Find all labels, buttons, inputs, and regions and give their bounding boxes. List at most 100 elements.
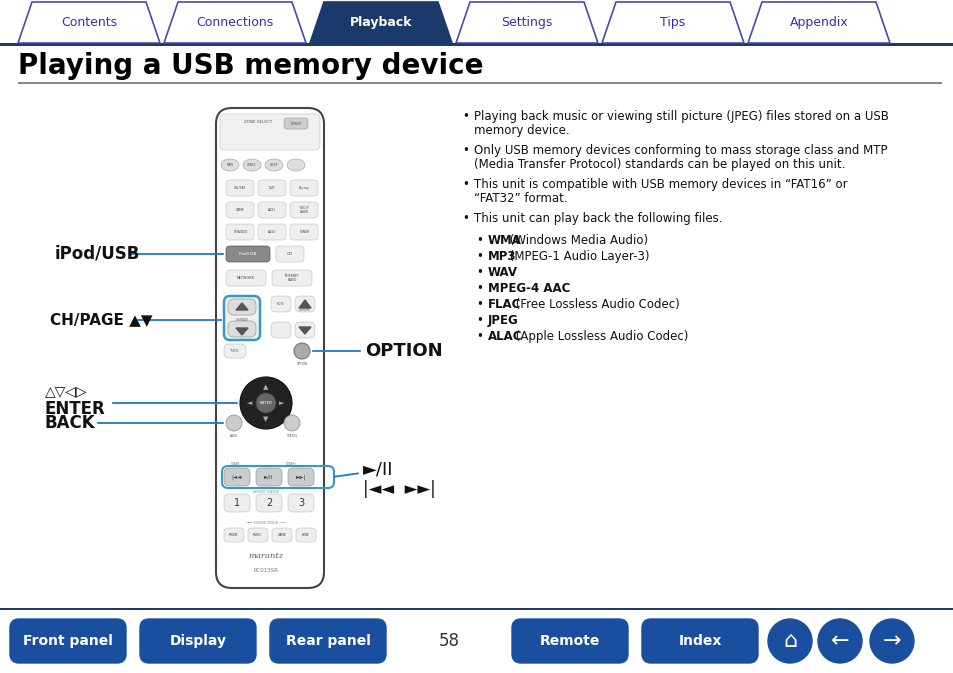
Text: OPTION: OPTION (365, 342, 442, 360)
Text: WAV: WAV (488, 266, 517, 279)
Text: (Free Lossless Audio Codec): (Free Lossless Audio Codec) (512, 298, 679, 311)
FancyBboxPatch shape (255, 494, 282, 512)
Text: NETWORK: NETWORK (236, 276, 254, 280)
Text: INTERNET
RADIO: INTERNET RADIO (284, 274, 299, 282)
FancyBboxPatch shape (224, 296, 260, 340)
Text: BACK: BACK (45, 414, 95, 432)
Text: marantz: marantz (248, 552, 283, 560)
Text: •: • (476, 234, 482, 247)
Text: ◄: ◄ (247, 400, 253, 406)
FancyBboxPatch shape (224, 344, 246, 358)
Text: ►/II: ►/II (264, 474, 274, 479)
Text: iPod/USB: iPod/USB (55, 245, 140, 263)
Ellipse shape (265, 159, 283, 171)
FancyBboxPatch shape (290, 180, 317, 196)
Text: •: • (476, 298, 482, 311)
Text: Display: Display (170, 634, 226, 648)
Text: AUX2: AUX2 (268, 230, 275, 234)
Text: ZONE2: ZONE2 (247, 163, 256, 167)
FancyBboxPatch shape (228, 321, 255, 337)
Text: •: • (476, 314, 482, 327)
Bar (0, 43, 953, 46)
Ellipse shape (221, 159, 239, 171)
Text: TV/AUDIO: TV/AUDIO (233, 230, 247, 234)
Text: MOVIE: MOVIE (229, 533, 238, 537)
Text: •: • (461, 144, 468, 157)
FancyBboxPatch shape (284, 118, 308, 129)
FancyBboxPatch shape (257, 180, 286, 196)
Ellipse shape (287, 159, 305, 171)
Bar (0, 608, 953, 610)
Circle shape (817, 619, 862, 663)
Text: ►►|: ►►| (295, 474, 306, 480)
Text: Blu-ray: Blu-ray (298, 186, 309, 190)
Text: ─── SOUND MODE ───: ─── SOUND MODE ─── (246, 521, 286, 525)
Text: TUNER+: TUNER+ (286, 462, 297, 466)
Text: Playing back music or viewing still picture (JPEG) files stored on a USB: Playing back music or viewing still pict… (474, 110, 888, 123)
FancyBboxPatch shape (224, 494, 250, 512)
Text: Front panel: Front panel (23, 634, 112, 648)
Text: WMA: WMA (488, 234, 521, 247)
Text: CH/PAGE ▲▼: CH/PAGE ▲▼ (50, 312, 152, 328)
Text: Only USB memory devices conforming to mass storage class and MTP: Only USB memory devices conforming to ma… (474, 144, 886, 157)
Text: •: • (461, 212, 468, 225)
Polygon shape (298, 300, 311, 308)
Text: RC013SR: RC013SR (253, 567, 278, 573)
Text: MP3: MP3 (488, 250, 516, 263)
FancyBboxPatch shape (294, 322, 314, 338)
FancyBboxPatch shape (215, 108, 324, 588)
Text: Connections: Connections (196, 16, 274, 29)
FancyBboxPatch shape (228, 299, 255, 315)
Text: •: • (461, 178, 468, 191)
Text: Contents: Contents (61, 16, 117, 29)
Text: This unit is compatible with USB memory devices in “FAT16” or: This unit is compatible with USB memory … (474, 178, 846, 191)
FancyBboxPatch shape (226, 246, 270, 262)
Text: iPod/USB: iPod/USB (238, 252, 257, 256)
Text: Index: Index (678, 634, 720, 648)
Text: MUSIC: MUSIC (253, 533, 262, 537)
Text: GAME: GAME (277, 533, 286, 537)
FancyBboxPatch shape (295, 528, 315, 542)
Text: Playback: Playback (350, 16, 412, 29)
FancyBboxPatch shape (224, 528, 244, 542)
FancyBboxPatch shape (288, 468, 314, 486)
Bar (18, 82, 941, 83)
Text: 58: 58 (438, 632, 459, 650)
Text: MED.P
LAYER: MED.P LAYER (299, 206, 309, 214)
Text: POWER: POWER (291, 122, 301, 126)
FancyBboxPatch shape (272, 528, 292, 542)
Text: 3: 3 (297, 498, 304, 508)
Text: INFO: INFO (231, 349, 239, 353)
FancyBboxPatch shape (257, 202, 286, 218)
Text: STATUS: STATUS (286, 434, 297, 438)
FancyBboxPatch shape (275, 246, 304, 262)
Text: Playing a USB memory device: Playing a USB memory device (18, 52, 483, 80)
FancyBboxPatch shape (641, 619, 758, 663)
Polygon shape (310, 2, 452, 43)
Text: Rear panel: Rear panel (285, 634, 370, 648)
Text: Remote: Remote (539, 634, 599, 648)
Text: CD: CD (287, 252, 293, 256)
Text: •: • (476, 330, 482, 343)
Text: TUNER: TUNER (298, 230, 309, 234)
Text: •: • (476, 266, 482, 279)
Text: ►: ► (279, 400, 284, 406)
Text: ENTER: ENTER (45, 400, 106, 418)
Text: •: • (476, 282, 482, 295)
FancyBboxPatch shape (290, 202, 317, 218)
FancyBboxPatch shape (224, 468, 250, 486)
Text: MUTE: MUTE (276, 302, 285, 306)
Text: →: → (882, 631, 901, 651)
Circle shape (294, 343, 310, 359)
Text: ►/II: ►/II (363, 460, 393, 478)
Polygon shape (18, 2, 160, 43)
Text: 2: 2 (266, 498, 272, 508)
FancyBboxPatch shape (226, 202, 253, 218)
Text: SLEEP: SLEEP (270, 163, 278, 167)
Polygon shape (235, 303, 248, 310)
Text: ALAC: ALAC (488, 330, 522, 343)
Text: ←: ← (830, 631, 848, 651)
Circle shape (226, 415, 242, 431)
Text: VOLUME: VOLUME (299, 308, 311, 312)
Text: Appendix: Appendix (789, 16, 847, 29)
